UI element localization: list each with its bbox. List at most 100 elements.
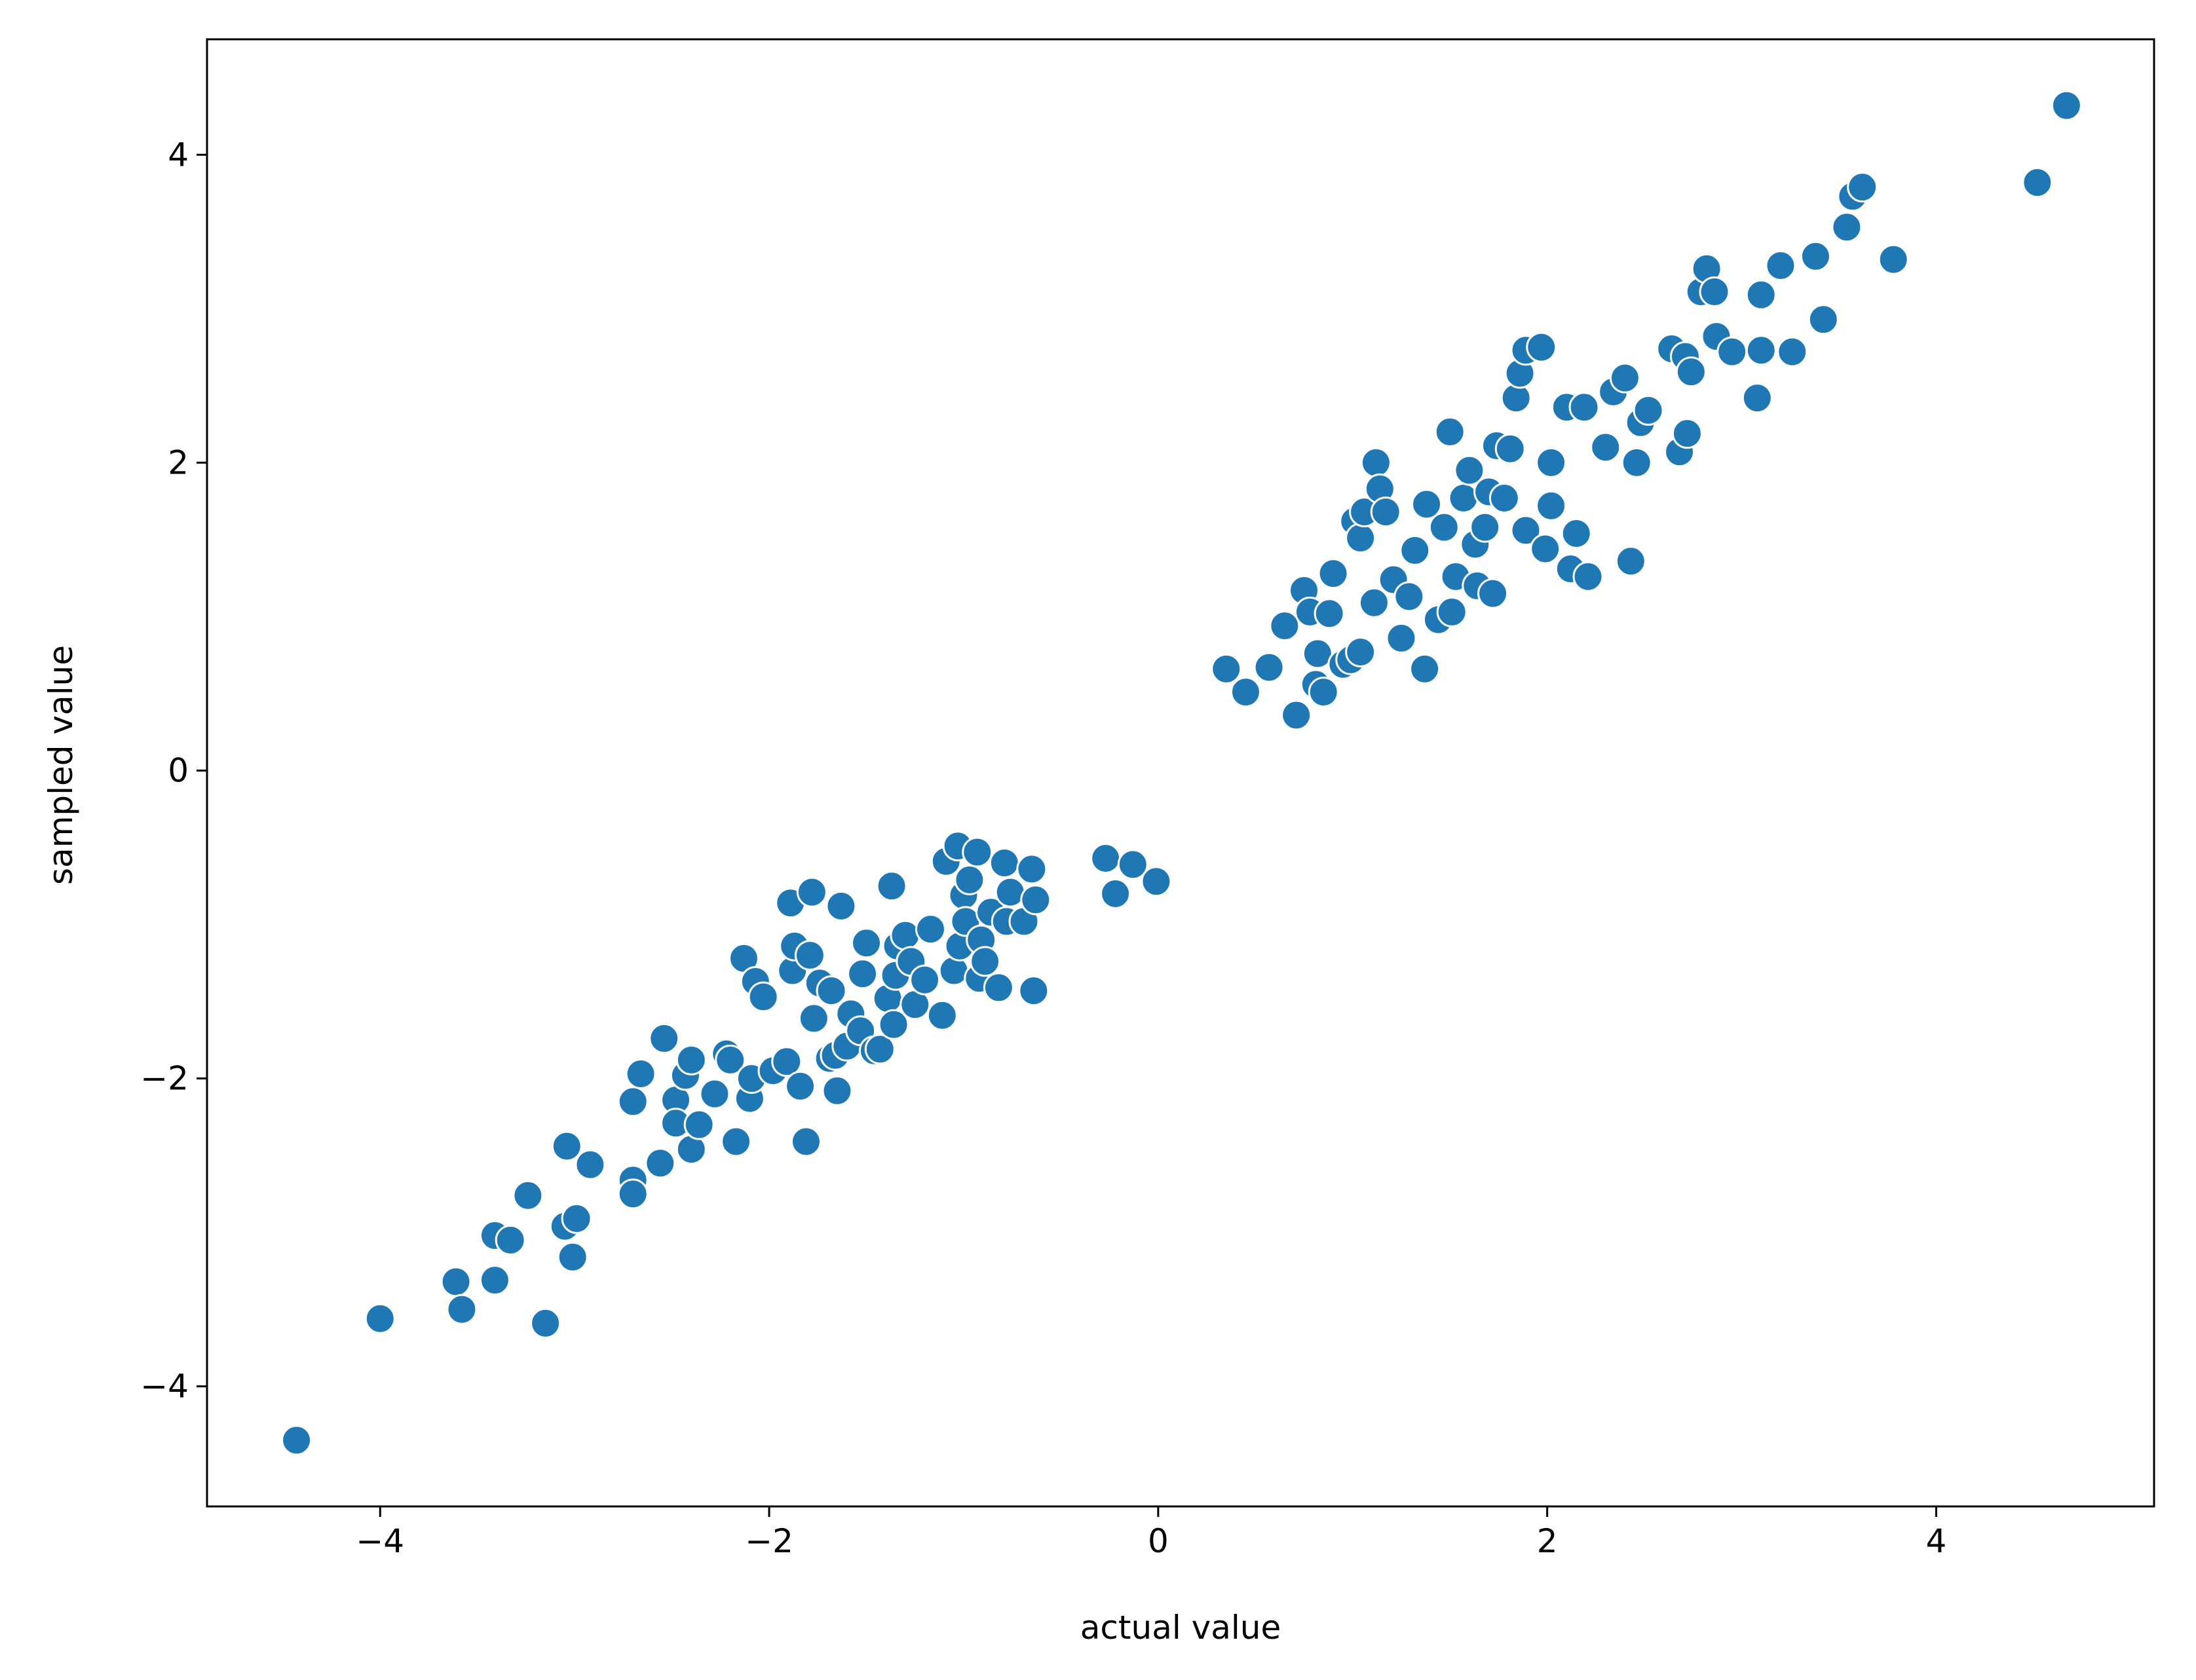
point bbox=[926, 999, 958, 1031]
point bbox=[1411, 489, 1443, 520]
point bbox=[1488, 482, 1520, 513]
point bbox=[847, 958, 879, 990]
point bbox=[1675, 356, 1707, 388]
point bbox=[748, 981, 779, 1013]
point bbox=[1314, 598, 1345, 629]
point bbox=[1386, 622, 1417, 654]
point bbox=[1477, 578, 1509, 609]
point bbox=[1090, 842, 1122, 874]
point bbox=[479, 1264, 510, 1296]
point bbox=[909, 964, 941, 996]
point bbox=[495, 1224, 526, 1256]
point bbox=[2051, 90, 2082, 121]
point bbox=[1308, 677, 1339, 708]
point bbox=[1494, 433, 1526, 464]
point bbox=[1765, 250, 1796, 282]
point bbox=[1615, 546, 1646, 577]
point bbox=[1141, 866, 1172, 897]
plot-frame bbox=[206, 38, 2155, 1508]
point bbox=[649, 1022, 680, 1054]
point bbox=[446, 1294, 478, 1325]
point bbox=[1428, 512, 1460, 543]
point bbox=[699, 1078, 730, 1110]
point bbox=[1020, 884, 1051, 916]
point bbox=[1281, 700, 1312, 731]
point bbox=[1831, 212, 1863, 243]
point bbox=[551, 1130, 582, 1162]
point bbox=[816, 975, 847, 1007]
point bbox=[1671, 418, 1703, 449]
point bbox=[281, 1425, 312, 1456]
point bbox=[798, 1003, 829, 1034]
point bbox=[617, 1086, 649, 1117]
point bbox=[1633, 394, 1664, 426]
point bbox=[1253, 652, 1285, 683]
point bbox=[989, 848, 1020, 879]
point bbox=[1317, 558, 1349, 589]
point bbox=[1808, 304, 1839, 335]
point bbox=[1345, 636, 1376, 667]
point bbox=[1436, 596, 1467, 627]
point bbox=[1777, 336, 1808, 367]
point bbox=[364, 1303, 396, 1334]
point bbox=[1847, 172, 1878, 203]
point bbox=[2022, 167, 2053, 198]
point bbox=[1469, 512, 1501, 543]
point bbox=[721, 1126, 752, 1157]
point bbox=[675, 1044, 707, 1075]
x-tick-label: 4 bbox=[1926, 1522, 1947, 1560]
point bbox=[1269, 610, 1300, 642]
point bbox=[1117, 849, 1148, 880]
point bbox=[1510, 515, 1542, 546]
point bbox=[1699, 276, 1730, 307]
point bbox=[1745, 335, 1777, 366]
point bbox=[915, 914, 946, 945]
y-tick-label: 2 bbox=[168, 443, 189, 481]
point bbox=[530, 1307, 561, 1339]
point bbox=[1211, 653, 1242, 684]
point bbox=[1393, 581, 1425, 612]
point bbox=[1716, 336, 1748, 367]
point bbox=[962, 836, 993, 868]
point bbox=[1526, 331, 1557, 363]
point bbox=[825, 890, 857, 922]
x-tick-label: 0 bbox=[1148, 1522, 1169, 1560]
point bbox=[440, 1266, 472, 1297]
point bbox=[1741, 383, 1773, 414]
x-axis-label: actual value bbox=[1080, 1609, 1281, 1647]
point bbox=[1878, 244, 1909, 275]
point bbox=[645, 1148, 676, 1179]
point bbox=[822, 1075, 853, 1106]
point bbox=[1621, 447, 1652, 478]
point bbox=[970, 946, 1001, 977]
x-tick-label: −2 bbox=[745, 1522, 793, 1560]
point bbox=[983, 972, 1014, 1003]
point bbox=[1572, 561, 1604, 592]
point bbox=[890, 920, 921, 951]
point bbox=[794, 940, 825, 971]
point bbox=[1800, 240, 1831, 272]
point bbox=[1454, 455, 1485, 486]
point bbox=[1399, 534, 1431, 566]
point bbox=[864, 1034, 896, 1065]
point bbox=[1448, 482, 1479, 513]
point bbox=[1358, 587, 1390, 618]
point bbox=[617, 1178, 649, 1210]
point bbox=[1561, 518, 1592, 550]
point bbox=[851, 927, 882, 959]
point bbox=[1016, 853, 1048, 885]
point bbox=[771, 1046, 803, 1077]
x-tick-label: 2 bbox=[1537, 1522, 1558, 1560]
point bbox=[1536, 447, 1567, 478]
y-tick-label: 0 bbox=[168, 751, 189, 789]
point bbox=[683, 1109, 715, 1140]
point bbox=[1370, 496, 1401, 528]
y-axis-label: sampled value bbox=[42, 645, 80, 885]
point bbox=[1360, 447, 1391, 478]
point bbox=[715, 1044, 746, 1075]
y-tick-label: −4 bbox=[140, 1368, 189, 1406]
y-tick-label: −2 bbox=[140, 1060, 189, 1098]
point bbox=[625, 1058, 656, 1090]
point bbox=[878, 1009, 909, 1040]
